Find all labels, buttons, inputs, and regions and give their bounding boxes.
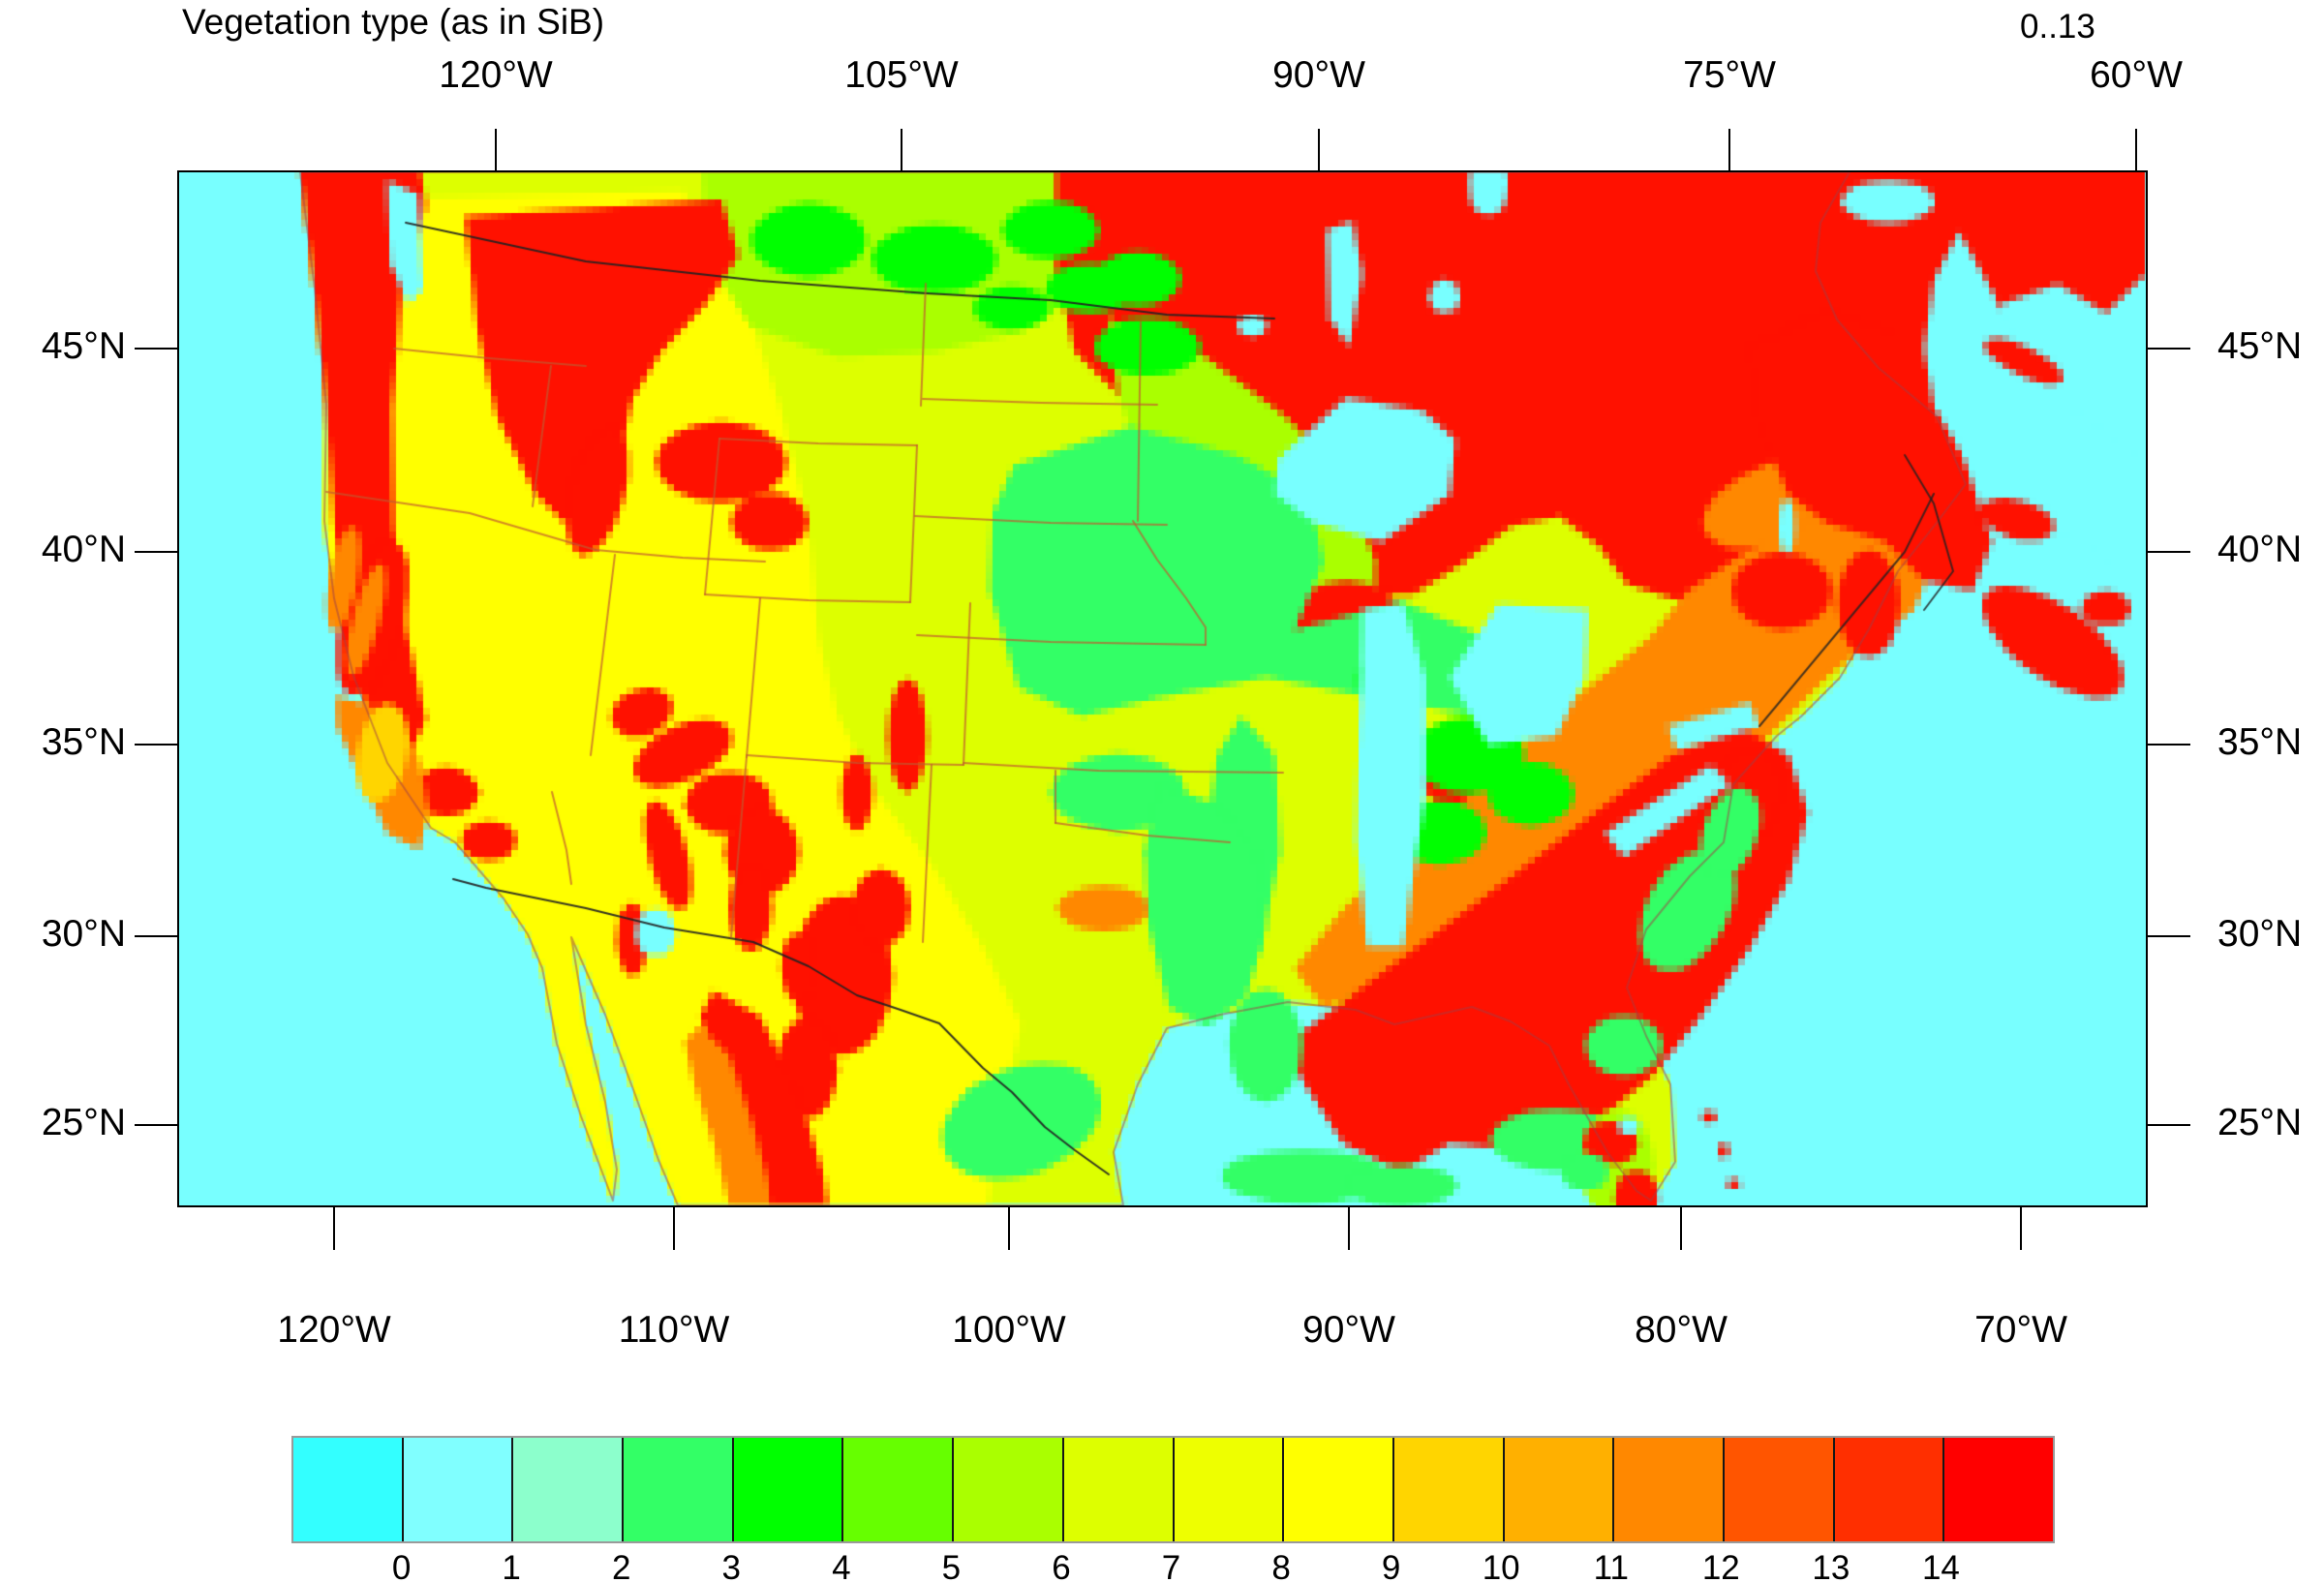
left-tick	[135, 744, 178, 746]
bottom-axis-label: 100°W	[952, 1309, 1066, 1351]
left-axis-label: 25°N	[41, 1102, 126, 1143]
left-tick	[135, 935, 178, 937]
vegetation-map-canvas	[179, 172, 2146, 1205]
colorbar-tick-label: 0	[391, 1549, 412, 1583]
bottom-axis-label: 70°W	[1974, 1309, 2067, 1351]
colorbar-cell	[403, 1438, 514, 1541]
colorbar-cell	[1834, 1438, 1945, 1541]
top-tick	[1728, 129, 1730, 172]
left-axis-label: 45°N	[41, 325, 126, 367]
colorbar-tick-label: 6	[1052, 1549, 1071, 1583]
colorbar-cell	[1393, 1438, 1505, 1541]
colorbar-tick-label: 7	[1161, 1549, 1181, 1583]
colorbar-tick-label: 9	[1381, 1549, 1401, 1583]
colorbar-cell	[954, 1438, 1064, 1541]
colorbar-cell	[843, 1438, 955, 1541]
left-tick	[135, 348, 178, 350]
colorbar-cell	[1724, 1438, 1835, 1541]
colorbar-cell	[1944, 1438, 2053, 1541]
left-tick	[135, 1124, 178, 1126]
colorbar-cell	[733, 1438, 844, 1541]
left-axis-label: 40°N	[41, 529, 126, 570]
right-tick	[2147, 744, 2190, 746]
colorbar	[291, 1436, 2055, 1543]
bottom-tick	[1008, 1206, 1010, 1250]
colorbar-cell	[513, 1438, 625, 1541]
colorbar-cell	[1504, 1438, 1615, 1541]
right-axis-label: 45°N	[2217, 325, 2303, 367]
map-frame	[177, 170, 2148, 1207]
colorbar-tick-label: 13	[1812, 1549, 1850, 1583]
colorbar-tick-label: 2	[611, 1549, 631, 1583]
right-axis-label: 40°N	[2217, 529, 2303, 570]
top-axis-label: 60°W	[2090, 54, 2183, 96]
colorbar-tick-label: 1	[502, 1549, 521, 1583]
colorbar-tick-label: 4	[832, 1549, 851, 1583]
colorbar-tick-label: 12	[1701, 1549, 1740, 1583]
bottom-tick	[673, 1206, 675, 1250]
top-axis-label: 90°W	[1272, 54, 1365, 96]
top-tick	[2135, 129, 2137, 172]
colorbar-cell	[293, 1438, 404, 1541]
right-tick	[2147, 935, 2190, 937]
bottom-axis-label: 120°W	[277, 1309, 391, 1351]
right-tick	[2147, 1124, 2190, 1126]
bottom-tick	[2020, 1206, 2022, 1250]
colorbar-cell	[1614, 1438, 1725, 1541]
range-label: 0..13	[2020, 8, 2095, 46]
left-tick	[135, 551, 178, 553]
colorbar-cell	[1284, 1438, 1394, 1541]
top-axis-label: 75°W	[1683, 54, 1776, 96]
right-axis-label: 30°N	[2217, 913, 2303, 955]
bottom-axis-label: 80°W	[1635, 1309, 1728, 1351]
top-tick	[901, 129, 902, 172]
bottom-axis-label: 90°W	[1302, 1309, 1395, 1351]
colorbar-tick-label: 5	[941, 1549, 962, 1583]
left-axis-label: 30°N	[41, 913, 126, 955]
right-tick	[2147, 348, 2190, 350]
colorbar-cell	[1174, 1438, 1285, 1541]
top-tick	[1318, 129, 1320, 172]
bottom-tick	[333, 1206, 335, 1250]
top-tick	[495, 129, 497, 172]
colorbar-cell	[624, 1438, 734, 1541]
bottom-tick	[1348, 1206, 1350, 1250]
colorbar-tick-label: 14	[1921, 1549, 1960, 1583]
top-axis-label: 120°W	[439, 54, 553, 96]
colorbar-tick-label: 10	[1482, 1549, 1520, 1583]
right-tick	[2147, 551, 2190, 553]
right-axis-label: 35°N	[2217, 721, 2303, 763]
colorbar-tick-label: 8	[1271, 1549, 1291, 1583]
colorbar-tick-label: 11	[1593, 1549, 1629, 1583]
top-axis-label: 105°W	[844, 54, 959, 96]
bottom-axis-label: 110°W	[618, 1309, 730, 1351]
colorbar-cell	[1063, 1438, 1175, 1541]
plot-title: Vegetation type (as in SiB)	[182, 2, 605, 42]
bottom-tick	[1680, 1206, 1682, 1250]
colorbar-tick-label: 3	[721, 1549, 741, 1583]
left-axis-label: 35°N	[41, 721, 126, 763]
right-axis-label: 25°N	[2217, 1102, 2303, 1143]
